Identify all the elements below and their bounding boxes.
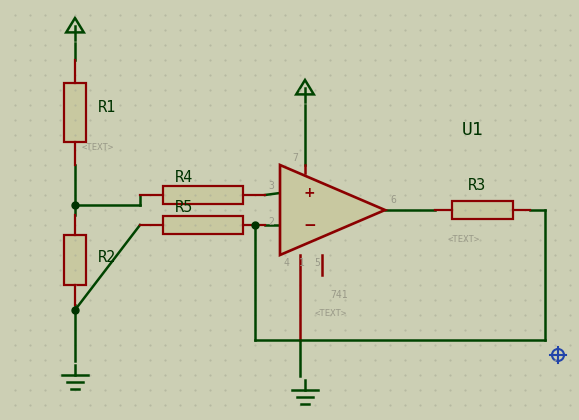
Text: 4: 4 [284,258,290,268]
Text: 6: 6 [390,195,396,205]
Text: 5: 5 [314,258,320,268]
Bar [163,186,243,204]
Text: R4: R4 [175,171,193,186]
Text: +: + [303,186,315,200]
Text: R1: R1 [98,100,116,116]
Text: <TEXT>: <TEXT> [82,144,114,152]
Bar [452,201,513,219]
Text: U1: U1 [462,121,483,139]
Text: 1: 1 [299,258,305,268]
Text: R3: R3 [468,178,486,192]
Text: −: − [303,218,316,233]
Text: R5: R5 [175,200,193,215]
Text: R2: R2 [98,250,116,265]
Text: 7: 7 [292,153,298,163]
Bar [64,83,86,142]
Text: <TEXT>: <TEXT> [448,236,480,244]
Text: 3: 3 [268,181,274,191]
Bar [163,216,243,234]
Bar [64,235,86,285]
Text: <TEXT>: <TEXT> [315,309,347,318]
Text: 741: 741 [330,290,347,300]
Polygon shape [280,165,385,255]
Text: 2: 2 [268,217,274,227]
